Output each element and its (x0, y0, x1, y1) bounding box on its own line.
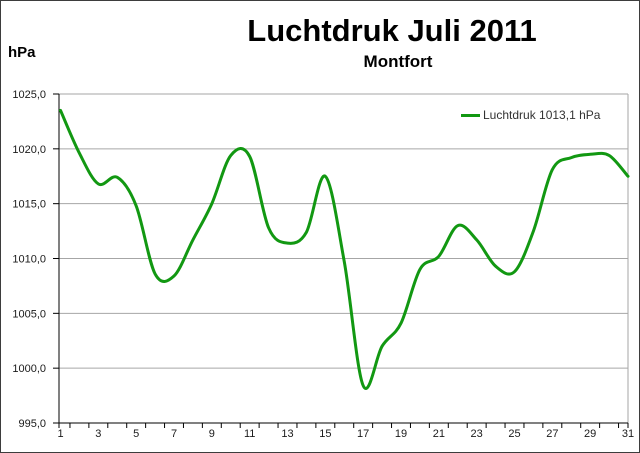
legend-line-swatch (461, 113, 480, 117)
chart-subtitle: Montfort (363, 52, 433, 71)
x-axis-label: 21 (433, 428, 445, 440)
x-axis-label: 31 (622, 428, 634, 440)
x-axis-label: 9 (209, 428, 215, 440)
x-axis-label: 17 (357, 428, 369, 440)
x-axis-label: 5 (133, 428, 139, 440)
y-axis-label: 1020,0 (12, 144, 46, 156)
legend-label: Luchtdruk 1013,1 hPa (483, 108, 601, 122)
x-axis-label: 1 (57, 428, 63, 440)
x-axis-label: 3 (95, 428, 101, 440)
y-axis-label: 1015,0 (12, 199, 46, 211)
x-axis-label: 25 (508, 428, 520, 440)
y-axis-label: 995,0 (18, 418, 46, 430)
y-axis-label: 1005,0 (12, 308, 46, 320)
x-axis-label: 19 (395, 428, 407, 440)
y-axis-label: 1010,0 (12, 254, 46, 266)
x-axis-label: 27 (546, 428, 558, 440)
y-axis-unit-label: hPa (8, 44, 36, 61)
x-axis-label: 23 (471, 428, 483, 440)
x-axis-label: 11 (244, 428, 255, 440)
chart-title: Luchtdruk Juli 2011 (247, 13, 537, 48)
x-axis-label: 15 (319, 428, 331, 440)
legend: Luchtdruk 1013,1 hPa (461, 108, 600, 122)
x-axis-label: 13 (281, 428, 293, 440)
x-axis-label: 29 (584, 428, 596, 440)
y-axis-label: 1000,0 (12, 363, 46, 375)
x-axis-label: 7 (171, 428, 177, 440)
y-axis-label: 1025,0 (12, 89, 46, 101)
pressure-line (59, 108, 630, 390)
